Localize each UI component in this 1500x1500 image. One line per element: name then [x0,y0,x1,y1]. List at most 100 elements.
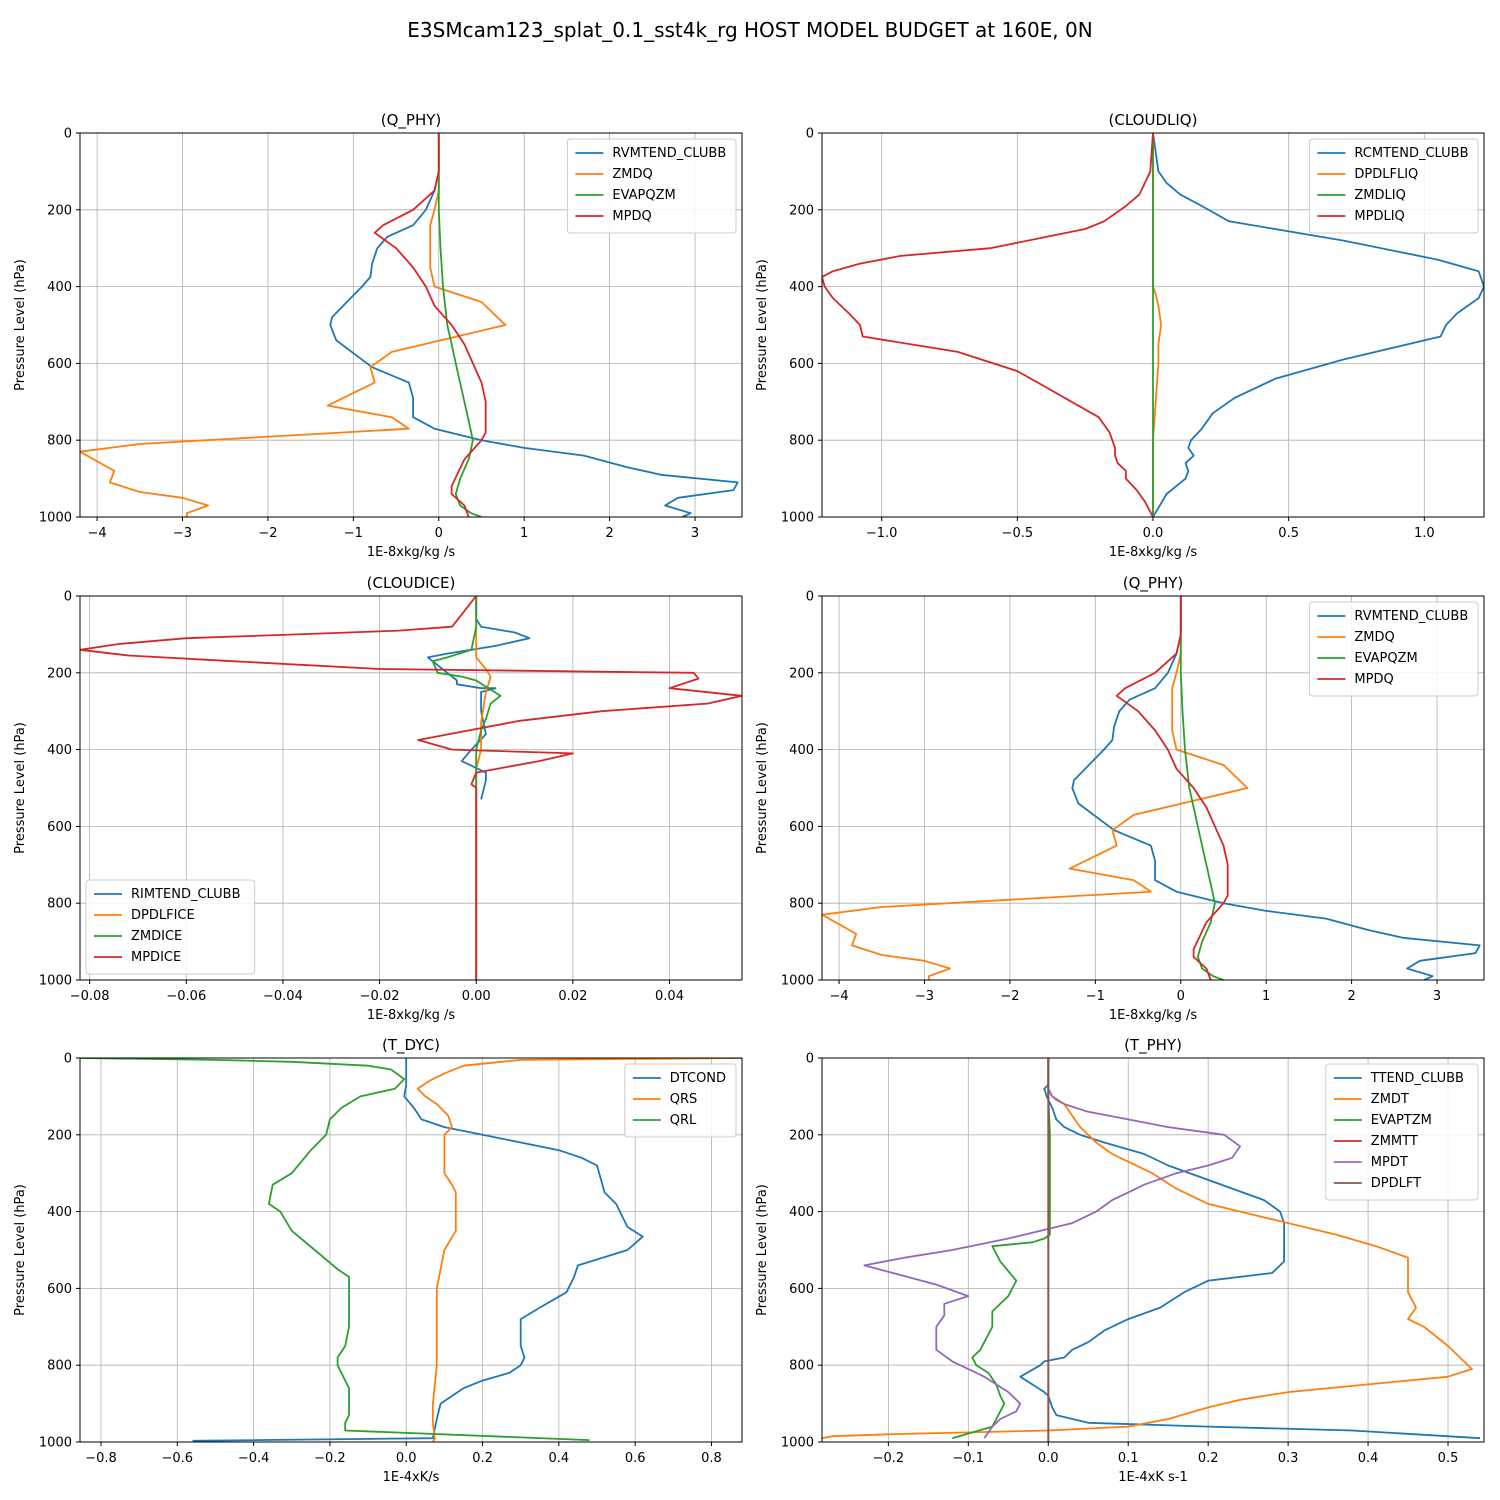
x-tick-label: 0 [1177,989,1185,1004]
subplot-5: −0.8 −0.6 −0.4 −0.2 0.0 0.2 0.4 0.6 0.8 0 200 400 60… [13,1036,743,1485]
series-group [80,596,742,980]
x-tick-label: 0.5 [1278,526,1299,541]
series-line-mpdq [373,133,487,517]
x-tick-label: −4 [829,989,848,1004]
y-tick-label: 400 [789,280,814,295]
legend-label: ZMDLIQ [1354,188,1405,203]
x-tick-label: −0.5 [1002,526,1034,541]
subplot-title: (T_DYC) [382,1036,440,1055]
y-tick-label: 0 [806,590,814,605]
y-axis-label: Pressure Level (hPa) [755,259,770,391]
y-tick-label: 200 [47,666,72,681]
legend-box [1308,138,1479,234]
series-line-qrs [416,1058,742,1442]
series-group [822,133,1484,517]
series-line-evaptzm [952,1058,1051,1440]
y-tick-label: 0 [64,127,72,142]
legend-label: EVAPQZM [1354,651,1417,666]
y-tick-label: 600 [47,357,72,372]
x-tick-label: −1 [344,526,363,541]
subplot-4: −4 −3 −2 −1 0 1 2 3 0 200 400 600 800 1000 (Q_PHY) 1E-8… [755,574,1485,1023]
x-axis-label: 1E-8xkg/kg /s [1109,1008,1198,1023]
x-tick-label: 0.3 [1278,1451,1299,1466]
y-tick-label: 1000 [39,974,72,989]
x-axis-label: 1E-4xK/s [383,1470,440,1485]
series-line-mpdq [1115,596,1229,980]
series-line-ttend-clubb [1019,1058,1481,1440]
y-tick-label: 600 [789,1282,814,1297]
legend-box [624,1063,737,1138]
y-tick-label: 200 [789,203,814,218]
x-tick-label: −0.06 [166,989,206,1004]
legend: RIMTEND_CLUBB DPDLFICE ZMDICE MPDICE [85,879,256,975]
legend-label: RVMTEND_CLUBB [1354,609,1468,624]
x-tick-label: 0.1 [1118,1451,1139,1466]
figure-title: E3SMcam123_splat_0.1_sst4k_rg HOST MODEL… [407,18,1092,42]
x-axis-label: 1E-8xkg/kg /s [1109,545,1198,560]
legend: RVMTEND_CLUBB ZMDQ EVAPQZM MPDQ [1308,601,1479,697]
x-axis-label: 1E-8xkg/kg /s [367,545,456,560]
y-tick-label: 0 [64,1052,72,1067]
axes-frame [821,1057,1485,1443]
x-tick-label: 3 [1433,989,1441,1004]
x-tick-label: −0.2 [314,1451,346,1466]
x-tick-label: 0.4 [549,1451,570,1466]
x-tick-label: −0.4 [238,1451,270,1466]
legend-label: ZMDICE [131,929,182,944]
series-line-mpdice [80,596,742,980]
y-tick-label: 1000 [781,511,814,526]
y-tick-label: 200 [47,1128,72,1143]
series-group [80,133,739,517]
x-tick-label: 1 [1262,989,1270,1004]
subplot-1: −4 −3 −2 −1 0 1 2 3 0 200 400 600 800 1000 (Q_PHY) 1E-8… [13,111,743,560]
y-tick-label: 800 [789,434,814,449]
legend-label: ZMDQ [612,167,652,182]
series-line-zmdq [80,133,507,517]
legend-label: RIMTEND_CLUBB [131,887,241,902]
legend-label: DPDLFT [1371,1176,1421,1191]
x-tick-label: −2 [1000,989,1019,1004]
x-tick-label: 0.2 [472,1451,493,1466]
x-tick-label: 1.0 [1414,526,1435,541]
y-axis-label: Pressure Level (hPa) [13,1184,28,1316]
x-tick-label: 0.0 [1038,1451,1059,1466]
y-tick-label: 200 [789,666,814,681]
y-tick-label: 200 [47,203,72,218]
x-tick-label: 0.4 [1358,1451,1379,1466]
series-line-rvmtend-clubb [1071,596,1481,980]
legend-label: MPDQ [1354,672,1393,687]
subplot-title: (CLOUDICE) [367,574,456,592]
legend-box [85,879,256,975]
legend-label: TTEND_CLUBB [1370,1071,1464,1086]
y-tick-label: 1000 [39,1436,72,1451]
y-tick-label: 400 [789,1205,814,1220]
y-tick-label: 1000 [781,974,814,989]
x-tick-label: −3 [173,526,192,541]
x-tick-label: 0 [435,526,443,541]
x-tick-label: 2 [605,526,613,541]
y-tick-label: 0 [806,127,814,142]
legend-label: DTCOND [670,1071,726,1086]
legend-label: QRL [670,1113,697,1128]
legend-box [1325,1063,1479,1201]
legend: RCMTEND_CLUBB DPDLFLIQ ZMDLIQ MPDLIQ [1308,138,1479,234]
series-line-zmdt [822,1058,1473,1440]
series-line-zmdq [822,596,1249,980]
y-axis-label: Pressure Level (hPa) [755,722,770,854]
x-tick-label: −1 [1086,989,1105,1004]
legend-label: MPDICE [131,950,181,965]
y-tick-label: 600 [789,357,814,372]
x-axis-label: 1E-4xK s-1 [1118,1470,1188,1485]
y-tick-label: 1000 [781,1436,814,1451]
series-group [822,596,1481,980]
x-tick-label: −2 [258,526,277,541]
legend-label: MPDQ [612,209,651,224]
legend-box [566,138,737,234]
y-axis-label: Pressure Level (hPa) [13,259,28,391]
subplot-title: (CLOUDLIQ) [1109,111,1198,129]
x-tick-label: −0.1 [953,1451,985,1466]
x-tick-label: −0.08 [70,989,110,1004]
legend-label: ZMMTT [1371,1134,1418,1149]
axes-frame [79,1057,743,1443]
